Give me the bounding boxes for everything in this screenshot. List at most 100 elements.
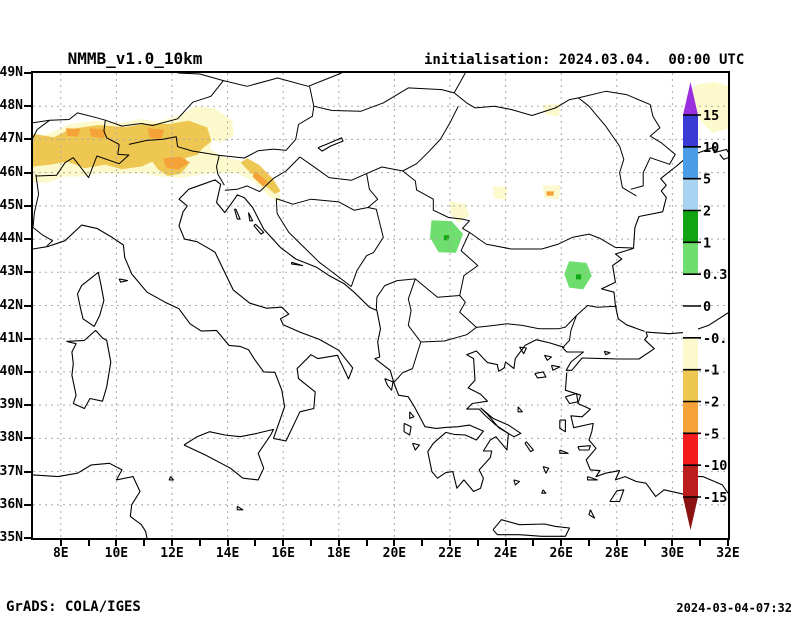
coastline-path-33 xyxy=(247,212,254,222)
lat-label-46N: 46N xyxy=(0,164,23,180)
lat-label-43N: 43N xyxy=(0,264,23,280)
coastline-path-0 xyxy=(33,462,148,538)
lat-label-35N: 35N xyxy=(0,530,23,545)
colorbar-segment-10 xyxy=(683,146,698,180)
lat-tick-48 xyxy=(24,105,31,108)
colorbar-segment-0 xyxy=(683,306,698,339)
lat-tick-41 xyxy=(24,337,31,340)
colorbar-segment-15 xyxy=(683,115,698,148)
coastline-path-2 xyxy=(66,329,112,410)
border-path-21 xyxy=(402,170,470,233)
snow-region-alps-orange-spot-2 xyxy=(89,128,106,139)
border-path-2 xyxy=(35,144,130,179)
border-path-10 xyxy=(177,73,224,82)
coastline-path-25 xyxy=(541,489,547,494)
lon-label-20E: 20E xyxy=(382,546,407,561)
initialisation-line: initialisation: 2024.03.04. 00:00 UTC xyxy=(424,52,745,68)
lon-tick-12 xyxy=(171,540,173,546)
colorbar-label-1: 1 xyxy=(703,235,711,251)
coastline-path-17 xyxy=(544,354,553,361)
coastline-path-22 xyxy=(542,466,550,474)
border-path-8 xyxy=(105,80,224,127)
border-path-23 xyxy=(459,232,479,328)
lon-tick-28 xyxy=(615,540,618,546)
colorbar-segment--5 xyxy=(683,433,698,466)
lon-tick-15 xyxy=(254,540,257,546)
coastline-path-8 xyxy=(719,154,728,160)
coastline-path-10 xyxy=(492,519,571,537)
lat-tick-39 xyxy=(24,404,31,407)
colorbar-label--0.3: -0.3 xyxy=(703,331,728,347)
coastline-path-18 xyxy=(384,378,394,391)
lon-label-14E: 14E xyxy=(215,546,240,561)
lat-tick-45 xyxy=(24,204,31,207)
colorbar-segment--2 xyxy=(683,401,698,434)
lon-label-8E: 8E xyxy=(52,546,69,561)
coastline-path-6 xyxy=(564,372,728,498)
border-path-14 xyxy=(578,97,637,197)
coastline-path-15 xyxy=(534,371,547,379)
border-path-29 xyxy=(576,305,617,316)
snow-region-fagaras-spot xyxy=(492,186,508,200)
lon-label-10E: 10E xyxy=(104,546,129,561)
coastline-path-9 xyxy=(480,407,522,438)
colorbar-segment--10 xyxy=(683,465,698,498)
coastline-path-14 xyxy=(577,445,591,451)
border-path-27 xyxy=(420,327,477,343)
lon-tick-13 xyxy=(198,540,201,546)
snow-region-carpathian-spot-core xyxy=(546,191,554,196)
coastline-path-36 xyxy=(168,476,174,481)
lon-label-22E: 22E xyxy=(438,546,462,561)
coastline-path-24 xyxy=(513,479,521,486)
border-path-6 xyxy=(224,156,301,193)
lon-tick-10 xyxy=(115,540,118,546)
lat-label-41N: 41N xyxy=(0,330,23,346)
colorbar-arrow-bottom xyxy=(683,497,698,530)
coastline-path-13 xyxy=(559,419,566,433)
border-path-18 xyxy=(350,173,384,287)
border-path-15 xyxy=(578,90,676,190)
colorbar-label--15: -15 xyxy=(703,490,727,506)
coastline-path-39 xyxy=(317,137,344,152)
lon-tick-16 xyxy=(282,540,285,546)
lat-tick-42 xyxy=(24,304,31,307)
lon-tick-25 xyxy=(532,540,535,546)
lon-label-16E: 16E xyxy=(271,546,295,561)
coastline-path-12 xyxy=(564,392,579,405)
lon-tick-26 xyxy=(560,540,563,546)
coastline-path-26 xyxy=(587,476,598,481)
lon-label-24E: 24E xyxy=(493,546,518,561)
coastline-path-35 xyxy=(550,364,561,371)
lat-tick-36 xyxy=(24,503,31,506)
coastline-path-1 xyxy=(183,428,275,481)
lon-tick-14 xyxy=(226,540,229,546)
lat-tick-35 xyxy=(24,537,31,539)
colorbar-label-0: 0 xyxy=(703,299,711,315)
lon-label-12E: 12E xyxy=(160,546,184,561)
border-path-7 xyxy=(285,86,315,151)
lon-label-18E: 18E xyxy=(327,546,351,561)
lon-tick-8 xyxy=(59,540,62,546)
snow-region-bukovina-spot xyxy=(542,104,561,117)
lat-label-36N: 36N xyxy=(0,496,23,512)
lat-tick-38 xyxy=(24,437,31,440)
coastline-path-28 xyxy=(517,406,523,413)
border-path-12 xyxy=(453,73,466,94)
colorbar-segment-2 xyxy=(683,210,698,243)
map-canvas: 15 10 5 2 1 0.3 0 -0.3 -1 -2 -5 -10 -15 xyxy=(33,73,728,538)
lon-label-28E: 28E xyxy=(605,546,629,561)
colorbar-label-15: 15 xyxy=(703,108,719,124)
coastline-path-29 xyxy=(559,449,569,454)
lat-label-37N: 37N xyxy=(0,463,23,479)
colorbar-segment--0.3 xyxy=(683,337,698,371)
colorbar-segment-5 xyxy=(683,178,698,211)
border-path-3 xyxy=(33,119,50,139)
coastline-path-7 xyxy=(600,146,728,332)
coastline-path-32 xyxy=(290,261,304,267)
colorbar-label--1: -1 xyxy=(703,363,719,379)
border-path-24 xyxy=(414,278,460,298)
coastline-path-37 xyxy=(236,505,244,511)
lon-tick-18 xyxy=(337,540,340,546)
lat-tick-46 xyxy=(24,171,31,174)
coastline-path-30 xyxy=(234,208,241,220)
